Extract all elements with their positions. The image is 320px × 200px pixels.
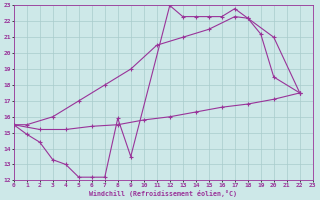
X-axis label: Windchill (Refroidissement éolien,°C): Windchill (Refroidissement éolien,°C) (89, 190, 237, 197)
